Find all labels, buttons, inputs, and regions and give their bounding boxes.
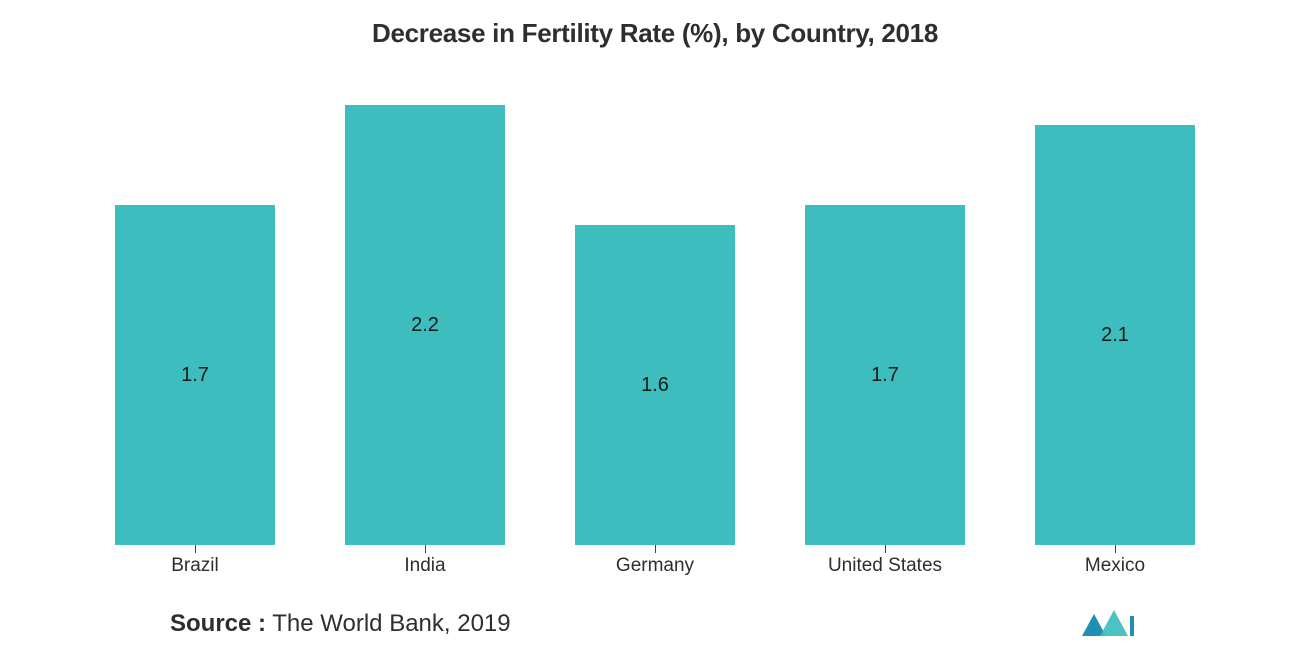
x-label-mexico: Mexico xyxy=(1035,555,1195,577)
bar-label-brazil: 1.7 xyxy=(181,364,209,387)
x-label-germany: Germany xyxy=(575,555,735,577)
bar-label-us: 1.7 xyxy=(871,364,899,387)
source-text: The World Bank, 2019 xyxy=(272,610,510,637)
x-label-brazil: Brazil xyxy=(115,555,275,577)
bar-group-india: 2.2 xyxy=(345,105,505,545)
bar-label-germany: 1.6 xyxy=(641,374,669,397)
bar-germany: 1.6 xyxy=(575,225,735,545)
bar-united-states: 1.7 xyxy=(805,205,965,545)
tick xyxy=(195,545,196,553)
bar-group-germany: 1.6 xyxy=(575,225,735,545)
source-attribution: Source : The World Bank, 2019 xyxy=(170,610,511,638)
mordor-logo-icon xyxy=(1080,608,1140,640)
tick xyxy=(1115,545,1116,553)
bar-india: 2.2 xyxy=(345,105,505,545)
tick xyxy=(425,545,426,553)
bar-group-brazil: 1.7 xyxy=(115,205,275,545)
x-axis-labels: Brazil India Germany United States Mexic… xyxy=(115,555,1195,577)
bar-brazil: 1.7 xyxy=(115,205,275,545)
tick xyxy=(655,545,656,553)
source-label: Source : xyxy=(170,610,266,637)
x-label-us: United States xyxy=(805,555,965,577)
bars-container: 1.7 2.2 1.6 1.7 2.1 xyxy=(115,105,1195,545)
bar-label-mexico: 2.1 xyxy=(1101,324,1129,347)
tick xyxy=(885,545,886,553)
bar-mexico: 2.1 xyxy=(1035,125,1195,545)
chart-title: Decrease in Fertility Rate (%), by Count… xyxy=(0,0,1310,49)
bar-label-india: 2.2 xyxy=(411,314,439,337)
chart-area: 1.7 2.2 1.6 1.7 2.1 xyxy=(115,105,1195,545)
bar-group-us: 1.7 xyxy=(805,205,965,545)
bar-group-mexico: 2.1 xyxy=(1035,125,1195,545)
x-label-india: India xyxy=(345,555,505,577)
